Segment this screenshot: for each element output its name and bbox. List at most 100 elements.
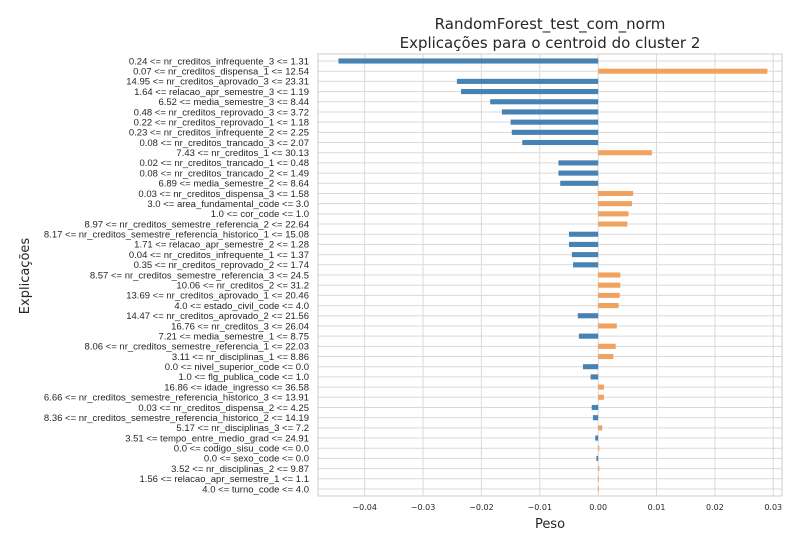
y-tick-label: 8.17 <= nr_creditos_semestre_referencia_… — [44, 230, 309, 241]
y-tick-label: 0.23 <= nr_creditos_infrequente_2 <= 2.2… — [129, 128, 309, 139]
x-tick-label: −0.02 — [469, 503, 494, 512]
y-tick-label: 8.06 <= nr_creditos_semestre_referencia_… — [85, 342, 309, 353]
bar — [598, 486, 599, 492]
y-tick-label: 1.56 <= relacao_apr_semestre_1 <= 1.1 — [139, 474, 309, 485]
y-tick-label: 0.08 <= nr_creditos_trancado_2 <= 1.49 — [139, 168, 309, 179]
y-tick-label: 6.89 <= media_semestre_2 <= 8.64 — [158, 179, 309, 190]
x-tick-labels: −0.04 −0.03 −0.02 −0.01 0.00 0.01 0.02 0.03 — [352, 503, 782, 512]
bar — [560, 180, 599, 186]
bar — [571, 252, 599, 258]
bar — [598, 272, 621, 278]
y-tick-label: 16.76 <= nr_creditos_3 <= 26.04 — [171, 321, 309, 332]
bar — [590, 374, 599, 380]
bar — [573, 262, 599, 268]
y-tick-label: 4.0 <= turno_code <= 4.0 — [202, 484, 309, 495]
bar — [456, 78, 599, 84]
y-tick-label: 8.36 <= nr_creditos_semestre_referencia_… — [44, 413, 309, 424]
bar — [578, 333, 599, 339]
bar — [598, 476, 599, 482]
bar — [595, 435, 599, 441]
bar — [598, 425, 603, 431]
y-tick-label: 0.22 <= nr_creditos_reprovado_1 <= 1.18 — [134, 117, 309, 128]
y-tick-label: 0.07 <= nr_creditos_dispensa_1 <= 12.54 — [133, 66, 309, 77]
y-tick-label: 0.0 <= sexo_code <= 0.0 — [204, 454, 309, 465]
y-tick-label: 6.66 <= nr_creditos_semestre_referencia_… — [44, 393, 309, 404]
chart-subtitle: Explicações para o centroid do cluster 2 — [400, 34, 701, 52]
y-tick-label: 1.0 <= cor_code <= 1.0 — [211, 209, 309, 220]
y-axis-label: Explicações — [18, 238, 33, 315]
y-tick-label: 3.0 <= area_fundamental_code <= 3.0 — [147, 199, 309, 210]
x-tick-label: 0.00 — [589, 503, 607, 512]
plot-frame — [317, 53, 783, 497]
bar — [598, 282, 621, 288]
y-tick-label: 6.52 <= media_semestre_3 <= 8.44 — [158, 97, 309, 108]
y-tick-labels: 0.24 <= nr_creditos_infrequente_3 <= 1.3… — [44, 56, 309, 495]
bar — [568, 231, 599, 237]
bar — [598, 190, 634, 197]
y-tick-label: 14.47 <= nr_creditos_aprovado_2 <= 21.56 — [126, 311, 309, 322]
x-tick-label: 0.03 — [764, 503, 782, 512]
y-tick-label: 7.43 <= nr_creditos_1 <= 30.13 — [176, 148, 309, 159]
y-tick-label: 0.03 <= nr_creditos_dispensa_3 <= 1.58 — [138, 189, 309, 200]
y-tick-label: 1.64 <= relacao_apr_semestre_3 <= 1.19 — [134, 87, 309, 98]
y-tick-label: 0.03 <= nr_creditos_dispensa_2 <= 4.25 — [138, 403, 309, 414]
bar — [598, 353, 614, 360]
x-tick-label: −0.04 — [352, 503, 377, 512]
bar — [598, 150, 652, 156]
bar — [558, 170, 599, 176]
bar — [558, 160, 599, 166]
bar — [338, 58, 599, 64]
y-tick-label: 0.48 <= nr_creditos_reprovado_3 <= 3.72 — [134, 107, 309, 118]
bar — [490, 99, 599, 105]
y-tick-label: 0.0 <= codigo_sisu_code <= 0.0 — [174, 444, 309, 455]
y-tick-label: 0.04 <= nr_creditos_infrequente_1 <= 1.3… — [129, 250, 309, 261]
bar — [598, 394, 604, 400]
bar — [598, 211, 629, 217]
y-tick-label: 8.57 <= nr_creditos_semestre_referencia_… — [90, 270, 309, 281]
bar — [591, 404, 599, 411]
bar — [596, 455, 599, 461]
bar — [577, 313, 599, 319]
y-tick-label: 8.97 <= nr_creditos_semestre_referencia_… — [85, 219, 309, 230]
bar — [592, 415, 599, 421]
y-tick-label: 14.95 <= nr_creditos_aprovado_3 <= 23.31 — [126, 77, 309, 88]
y-tick-label: 0.0 <= nivel_superior_code <= 0.0 — [165, 362, 309, 373]
x-tick-label: −0.01 — [528, 503, 553, 512]
bar — [460, 89, 599, 95]
y-tick-label: 0.08 <= nr_creditos_trancado_3 <= 2.07 — [139, 138, 309, 149]
y-tick-label: 3.11 <= nr_disciplinas_1 <= 8.86 — [172, 352, 309, 363]
bar — [598, 343, 616, 349]
y-tick-label: 1.0 <= flg_publica_code <= 1.0 — [179, 372, 309, 383]
bar — [568, 241, 599, 247]
x-axis-label: Peso — [535, 517, 565, 532]
bar — [522, 139, 599, 146]
bar — [598, 68, 768, 74]
y-tick-label: 0.24 <= nr_creditos_infrequente_3 <= 1.3… — [129, 56, 309, 67]
bar — [598, 445, 600, 451]
y-tick-label: 4.0 <= estado_civil_code <= 4.0 — [174, 301, 309, 312]
bars — [338, 58, 768, 492]
x-tick-label: 0.01 — [648, 503, 666, 512]
bar — [598, 303, 619, 309]
bar — [598, 466, 600, 472]
y-tick-label: 10.06 <= nr_creditos_2 <= 31.2 — [176, 280, 309, 291]
bar — [598, 201, 633, 207]
bar — [510, 119, 599, 125]
y-tick-label: 13.69 <= nr_creditos_aprovado_1 <= 20.46 — [126, 291, 309, 302]
y-tick-label: 0.02 <= nr_creditos_trancado_1 <= 0.48 — [139, 158, 309, 169]
y-tick-label: 1.71 <= relacao_apr_semestre_2 <= 1.28 — [134, 240, 309, 251]
bar — [598, 292, 620, 298]
x-tick-label: 0.02 — [706, 503, 724, 512]
y-tick-label: 0.35 <= nr_creditos_reprovado_2 <= 1.74 — [134, 260, 309, 271]
bar — [511, 129, 599, 135]
y-tick-label: 16.86 <= idade_ingresso <= 36.58 — [164, 382, 309, 393]
y-tick-label: 7.21 <= media_semestre_1 <= 8.75 — [158, 331, 309, 342]
x-tick-label: −0.03 — [411, 503, 436, 512]
y-tick-label: 3.51 <= tempo_entre_medio_grad <= 24.91 — [125, 433, 309, 444]
bar — [501, 109, 599, 115]
bar — [582, 364, 599, 370]
chart-title: RandomForest_test_com_norm — [435, 15, 666, 34]
y-tick-label: 3.52 <= nr_disciplinas_2 <= 9.87 — [171, 464, 309, 475]
bar — [598, 323, 617, 329]
